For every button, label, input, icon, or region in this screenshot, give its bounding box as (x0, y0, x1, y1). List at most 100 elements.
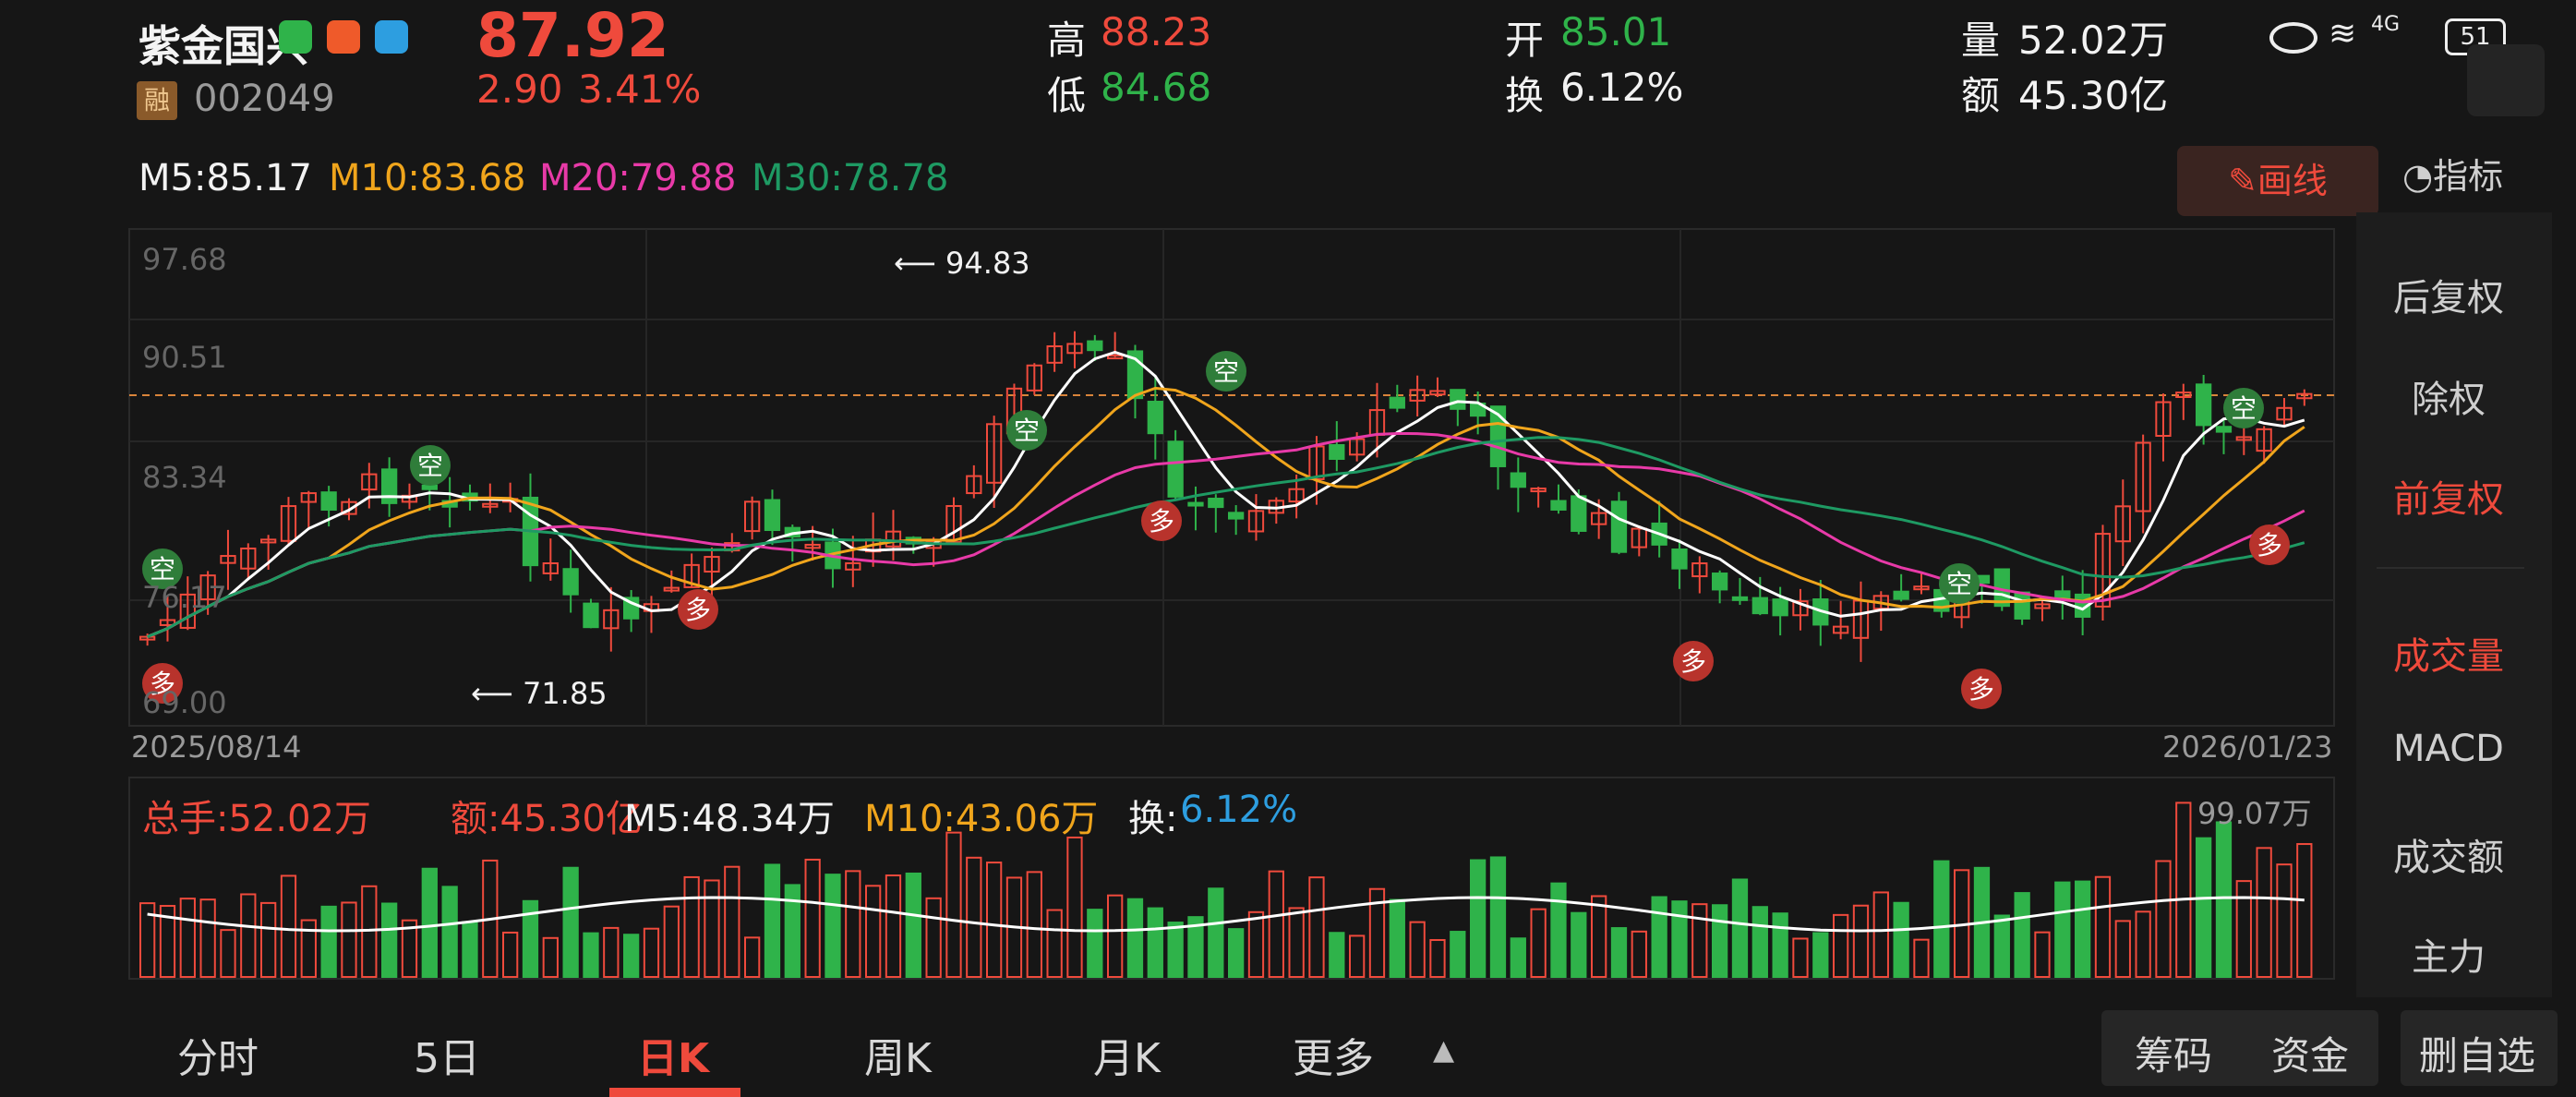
candle-body-100 (2155, 401, 2172, 438)
candle-body-81 (1772, 598, 1788, 617)
tab-more[interactable]: 更多 (1293, 1035, 1374, 1082)
y-tick-0: 97.68 (142, 242, 227, 277)
candle-body-104 (2235, 436, 2252, 441)
sidebar-item-macd[interactable]: MACD (2393, 728, 2504, 770)
ma30-value: M30:78.78 (752, 157, 949, 199)
signal-buy-label-11: 多 (2257, 530, 2282, 561)
volume-bar-20 (542, 936, 559, 979)
current-price: 87.92 (476, 0, 669, 71)
high-marker: ⟵ 94.83 (894, 246, 1030, 281)
candle-body-72 (1591, 512, 1607, 525)
volume-bar-53 (1208, 887, 1224, 978)
volume-bar-48 (1107, 894, 1124, 978)
signal-buy-1 (142, 663, 183, 704)
candle-body-33 (804, 543, 821, 549)
candle-body-106 (2276, 406, 2293, 421)
volume-bar-0 (139, 902, 156, 978)
signal-sell-2 (410, 445, 451, 486)
candle-body-71 (1571, 495, 1587, 532)
sidebar-item-amount[interactable]: 成交额 (2393, 837, 2504, 879)
sidebar-item-backward-adjusted[interactable]: 后复权 (2393, 277, 2504, 319)
candle-body-47 (1087, 340, 1103, 352)
candle-body-22 (583, 602, 599, 629)
candle-body-51 (1167, 440, 1184, 498)
y-tick-4: 69.00 (142, 685, 227, 720)
volume-bar-3 (199, 898, 216, 978)
candle-body-7 (280, 505, 297, 542)
candle-body-84 (1833, 625, 1849, 634)
candle-body-64 (1429, 390, 1446, 396)
tab-intraday[interactable]: 分时 (177, 1035, 259, 1082)
candle-body-2 (179, 593, 196, 629)
volume-bar-5 (240, 893, 257, 979)
candle-body-50 (1147, 400, 1163, 435)
candle-body-30 (744, 500, 761, 533)
candle-body-26 (663, 586, 680, 592)
sidebar-item-ex-rights[interactable]: 除权 (2412, 379, 2486, 421)
volume-bar-101 (2175, 802, 2192, 978)
sidebar-item-volume[interactable]: 成交量 (2393, 635, 2504, 678)
volume-bar-69 (1530, 908, 1547, 978)
volume-bar-46 (1066, 836, 1083, 978)
candle-body-78 (1712, 573, 1728, 591)
delete-watchlist-button[interactable] (2401, 1010, 2558, 1086)
volume-bar-105 (2256, 847, 2272, 979)
wechat-icon[interactable] (279, 20, 312, 54)
indicator-button[interactable]: ◔指标 (2402, 148, 2503, 199)
candle-body-28 (704, 556, 720, 573)
candle-body-55 (1247, 510, 1265, 533)
volume-bar-92 (1993, 914, 2010, 979)
amount-label: 额 (1961, 73, 2001, 118)
arrow-left-icon: ⟵ (471, 676, 524, 711)
volume-bar-68 (1510, 937, 1526, 978)
signal-icon: 4G (2371, 13, 2401, 36)
margin-badge: 融 (137, 81, 177, 120)
caret-up-icon[interactable]: ▲ (1433, 1034, 1455, 1067)
volume-bar-79 (1731, 878, 1749, 978)
volume-bar-98 (2114, 920, 2131, 978)
tab-5day[interactable]: 5日 (414, 1035, 480, 1082)
candle-body-93 (2014, 591, 2030, 620)
candle-body-9 (320, 491, 337, 512)
volume-bar-16 (462, 921, 478, 978)
volume-amount: 额:45.30亿 (451, 798, 643, 840)
chips-button[interactable] (2101, 1010, 2378, 1086)
draw-line-button[interactable]: ✎画线 (2177, 146, 2378, 216)
volume-bar-40 (945, 831, 962, 979)
chips-label: 筹码 (2135, 1033, 2213, 1079)
globe-icon[interactable] (375, 20, 408, 54)
candle-body-94 (2034, 603, 2051, 609)
tab-daily-k[interactable]: 日K (637, 1035, 710, 1082)
float-window-icon[interactable] (2467, 44, 2545, 116)
volume-bar-14 (421, 867, 438, 979)
high-label: 高 (1047, 18, 1087, 63)
volume-turnover-value: 6.12% (1180, 789, 1298, 831)
signal-sell-label-0: 空 (150, 554, 175, 585)
share-icon[interactable] (327, 20, 360, 54)
candle-body-53 (1208, 497, 1224, 509)
tab-monthly-k[interactable]: 月K (1093, 1035, 1161, 1082)
volume-bar-77 (1691, 903, 1708, 978)
volume-bar-71 (1571, 911, 1587, 979)
volume-bar-33 (804, 858, 821, 978)
sidebar-item-forward-adjusted[interactable]: 前复权 (2393, 478, 2504, 521)
funds-label: 资金 (2271, 1033, 2350, 1079)
candle-body-97 (2094, 533, 2112, 608)
sidebar-item-main-force[interactable]: 主力 (2412, 936, 2486, 979)
volume-bar-73 (1610, 927, 1628, 979)
volume-bar-49 (1126, 898, 1144, 979)
signal-sell-label-4: 空 (1014, 416, 1040, 446)
volume-bar-88 (1913, 938, 1930, 978)
signal-sell-label-10: 空 (2231, 393, 2257, 424)
volume-bar-9 (320, 905, 337, 978)
volume-bar-4 (220, 929, 236, 978)
volume-bar-36 (865, 885, 882, 979)
tab-weekly-k[interactable]: 周K (864, 1035, 932, 1082)
volume-bar-23 (603, 926, 620, 978)
volume-bar-8 (300, 919, 317, 978)
volume-bar-84 (1833, 913, 1849, 978)
volume-bar-22 (583, 932, 599, 979)
volume-m10: M10:43.06万 (864, 798, 1099, 840)
candle-body-67 (1489, 405, 1507, 467)
